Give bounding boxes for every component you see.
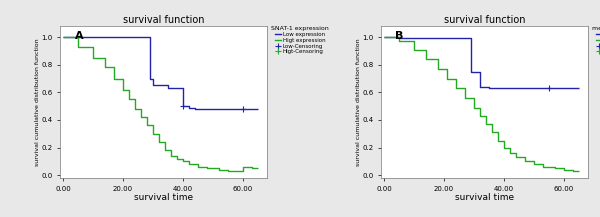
Y-axis label: survival cumulative distribution function: survival cumulative distribution functio…	[35, 38, 40, 166]
X-axis label: survival time: survival time	[455, 193, 514, 202]
Text: B: B	[395, 31, 404, 41]
Legend: Low expression, Higt expression, Low-Censoring, Higt-Censoring: Low expression, Higt expression, Low-Cen…	[271, 26, 329, 54]
Legend: No-metastasis, Metastasis, No-censoring, Censoring: No-metastasis, Metastasis, No-censoring,…	[592, 26, 600, 54]
Title: survival function: survival function	[444, 15, 525, 25]
X-axis label: survival time: survival time	[134, 193, 193, 202]
Title: survival function: survival function	[123, 15, 204, 25]
Text: A: A	[74, 31, 83, 41]
Y-axis label: survival cumulative distribution function: survival cumulative distribution functio…	[356, 38, 361, 166]
